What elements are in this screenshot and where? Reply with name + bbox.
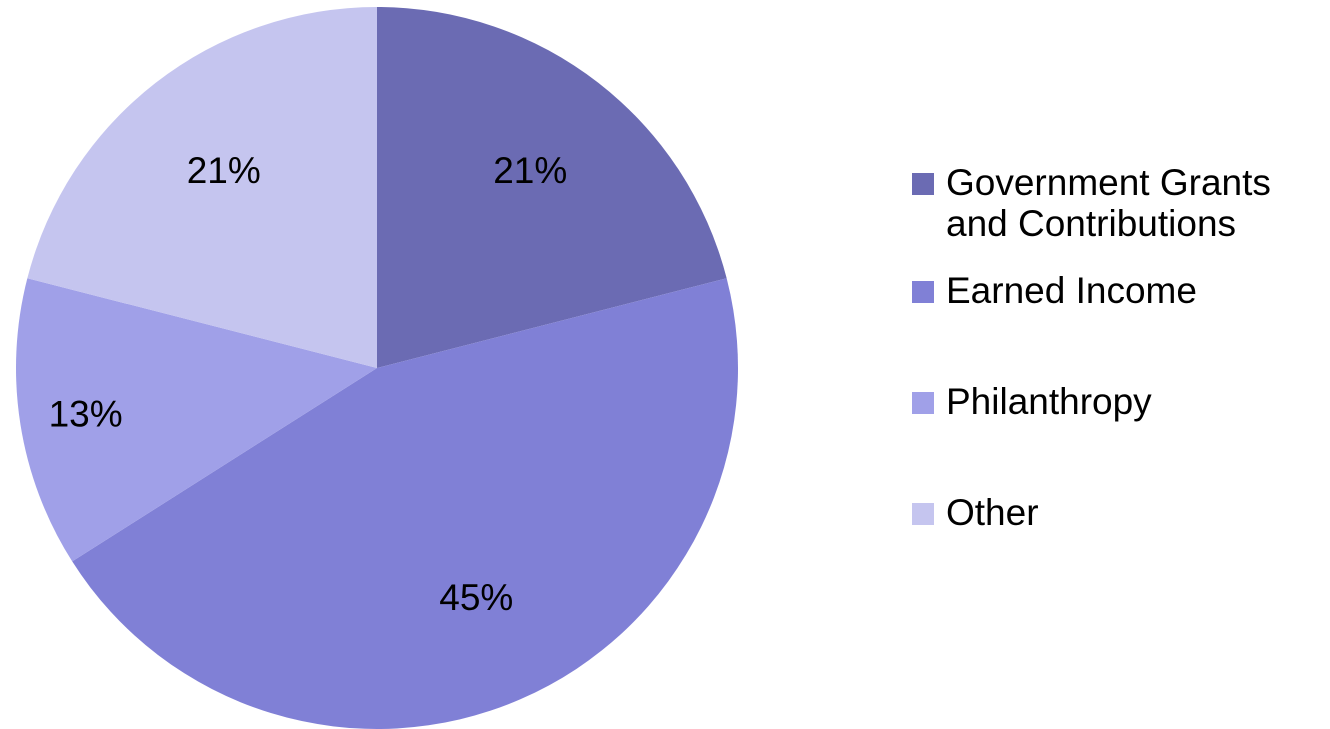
legend-swatch-earned-income (912, 281, 934, 303)
legend-label-earned-income: Earned Income (946, 270, 1197, 311)
legend-swatch-government-grants (912, 173, 934, 195)
data-label-other: 21% (187, 150, 261, 191)
legend-swatch-other (912, 503, 934, 525)
pie-slice-other (27, 7, 377, 368)
data-label-earned-income: 45% (439, 577, 513, 618)
pie-slices (15, 7, 738, 729)
legend-label-other: Other (946, 492, 1039, 533)
legend-swatch-philanthropy (912, 392, 934, 414)
pie-slice-government-grants (377, 7, 727, 368)
pie-slice-earned-income (72, 278, 738, 729)
pie-slice-philanthropy (15, 278, 377, 562)
data-label-philanthropy: 13% (49, 394, 123, 435)
legend-label-philanthropy: Philanthropy (946, 381, 1152, 422)
pie-data-labels: 21% 45% 13% 21% (49, 150, 568, 618)
legend-label-government-grants: Government Grants and Contributions (946, 162, 1271, 244)
data-label-government-grants: 21% (493, 150, 567, 191)
